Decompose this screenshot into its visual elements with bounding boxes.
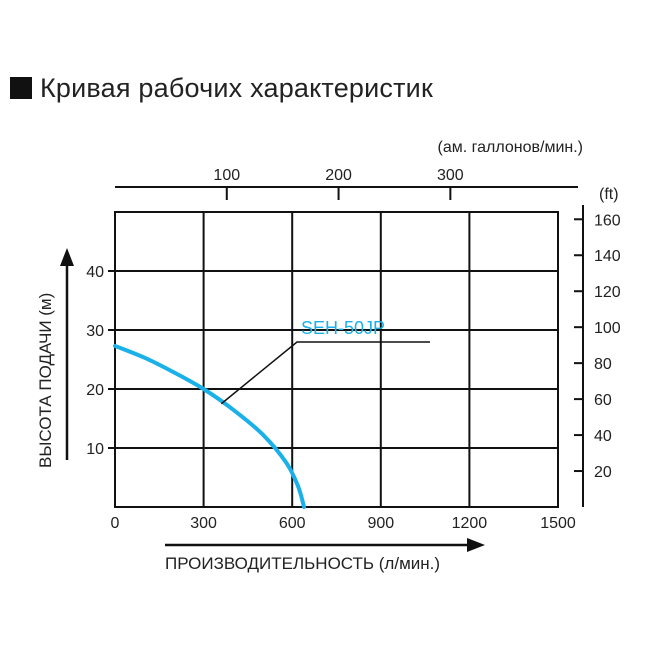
series-layer — [113, 341, 430, 509]
y-tick-label: 10 — [86, 441, 104, 458]
y-tick-label: 40 — [86, 264, 104, 281]
right-tick-label: 20 — [594, 464, 612, 481]
right-tick-label: 40 — [594, 428, 612, 445]
right-axis-title: (ft) — [599, 186, 619, 203]
right-tick-label: 80 — [594, 356, 612, 373]
right-tick-label: 60 — [594, 392, 612, 409]
chart-title-row: Кривая рабочих характеристик — [10, 68, 433, 108]
y-tick-label: 30 — [86, 323, 104, 340]
labels-layer: 10 20 30 40 0 300 600 900 1200 1500 ПРОИЗВОДИТЕЛЬН… — [36, 139, 621, 573]
x-tick-label: 300 — [190, 515, 217, 532]
y-axis-arrow-head — [60, 248, 74, 266]
top-tick-label: 300 — [437, 167, 464, 184]
title-square-icon — [10, 77, 32, 99]
right-tick-label: 120 — [594, 284, 621, 301]
series-line-seh-50jp — [113, 343, 307, 509]
right-tick-label: 140 — [594, 248, 621, 265]
x-tick-label: 900 — [367, 515, 394, 532]
top-tick-label: 100 — [213, 167, 240, 184]
y-tick-label: 20 — [86, 382, 104, 399]
top-tick-label: 200 — [325, 167, 352, 184]
x-tick-label: 1500 — [540, 515, 576, 532]
x-axis-title: ПРОИЗВОДИТЕЛЬНОСТЬ (л/мин.) — [165, 554, 440, 573]
x-tick-label: 1200 — [452, 515, 488, 532]
top-axis-title: (ам. галлонов/мин.) — [438, 139, 583, 156]
chart-title: Кривая рабочих характеристик — [40, 72, 433, 103]
plot-frame — [114, 211, 559, 508]
x-tick-label: 0 — [111, 515, 120, 532]
right-tick-label: 100 — [594, 320, 621, 337]
x-axis-arrow-head — [467, 538, 485, 552]
series-label: SEH-50JP — [301, 318, 385, 338]
y-axis-title: ВЫСОТА ПОДАЧИ (м) — [36, 293, 55, 468]
x-tick-label: 600 — [279, 515, 306, 532]
right-tick-label: 160 — [594, 212, 621, 229]
callout-leader-line — [220, 341, 430, 405]
axes-layer — [60, 186, 584, 552]
grid-layer — [114, 211, 559, 508]
